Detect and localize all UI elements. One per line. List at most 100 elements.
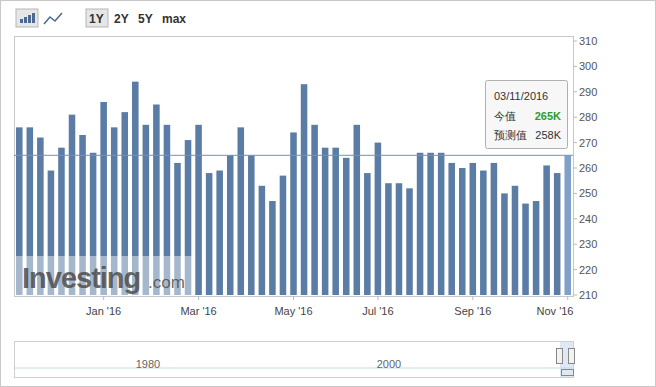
x-tick bbox=[293, 296, 294, 300]
x-tick bbox=[103, 296, 104, 300]
navigator-frame bbox=[15, 342, 574, 378]
y-tick bbox=[573, 117, 577, 118]
y-tick bbox=[573, 269, 577, 270]
tooltip-value: 265K bbox=[535, 110, 561, 122]
bar bbox=[438, 153, 445, 295]
outer-frame bbox=[1, 1, 656, 387]
bar-icon bbox=[24, 17, 27, 23]
x-tick bbox=[198, 296, 199, 300]
bar bbox=[322, 148, 329, 295]
bar bbox=[206, 173, 213, 295]
x-tick-label: Jan '16 bbox=[86, 305, 121, 317]
navigator-label: 2000 bbox=[377, 358, 401, 370]
bar bbox=[375, 143, 382, 295]
bar bbox=[512, 186, 519, 295]
y-tick-label: 290 bbox=[579, 86, 597, 98]
bar bbox=[354, 125, 361, 295]
bar bbox=[543, 165, 550, 295]
bar bbox=[480, 171, 487, 295]
y-tick-label: 280 bbox=[579, 111, 597, 123]
bar bbox=[332, 148, 339, 295]
y-tick bbox=[573, 142, 577, 143]
bar bbox=[417, 153, 424, 295]
bar bbox=[237, 127, 244, 295]
y-tick-label: 270 bbox=[579, 137, 597, 149]
bar bbox=[396, 183, 403, 295]
watermark: Investing bbox=[22, 262, 140, 294]
y-tick bbox=[573, 295, 577, 296]
crosshair bbox=[14, 155, 573, 156]
navigator-scroll[interactable] bbox=[562, 370, 574, 376]
watermark-suffix: .com bbox=[148, 273, 185, 292]
bar bbox=[248, 155, 255, 295]
plot-frame bbox=[15, 37, 574, 297]
y-tick bbox=[573, 66, 577, 67]
x-tick-label: Nov '16 bbox=[537, 305, 574, 317]
y-tick bbox=[573, 168, 577, 169]
y-tick bbox=[573, 91, 577, 92]
bar bbox=[311, 125, 318, 295]
range-selected-box bbox=[86, 9, 108, 27]
tooltip-date: 03/11/2016 bbox=[494, 90, 548, 102]
range-button[interactable]: max bbox=[162, 12, 186, 26]
bar bbox=[459, 168, 466, 295]
tooltip-value: 258K bbox=[535, 129, 561, 141]
bar bbox=[290, 132, 297, 295]
y-tick-label: 300 bbox=[579, 60, 597, 72]
bar bbox=[533, 201, 540, 295]
y-tick bbox=[573, 218, 577, 219]
navigator-handle[interactable] bbox=[557, 349, 563, 364]
bar bbox=[427, 153, 434, 295]
y-tick-label: 260 bbox=[579, 162, 597, 174]
bar bbox=[522, 204, 529, 295]
y-tick bbox=[573, 244, 577, 245]
x-tick bbox=[472, 296, 473, 300]
range-button[interactable]: 1Y bbox=[89, 12, 104, 26]
navigator-label: 1980 bbox=[136, 358, 160, 370]
chart: 1Y2Y5Ymax1Y21022023024025026027028029030… bbox=[0, 0, 656, 387]
x-tick-label: May '16 bbox=[274, 305, 312, 317]
bar-icon bbox=[32, 13, 35, 23]
bar bbox=[216, 171, 223, 295]
y-tick-label: 230 bbox=[579, 238, 597, 250]
bar bbox=[470, 163, 477, 295]
y-tick-label: 310 bbox=[579, 35, 597, 47]
x-tick bbox=[377, 296, 378, 300]
x-tick-label: Jul '16 bbox=[362, 305, 393, 317]
bar bbox=[269, 201, 276, 295]
y-tick-label: 250 bbox=[579, 187, 597, 199]
bar bbox=[364, 173, 371, 295]
bar bbox=[385, 183, 392, 295]
watermark-bg bbox=[15, 256, 193, 295]
x-tick-label: Sep '16 bbox=[454, 305, 491, 317]
navigator-handle[interactable] bbox=[569, 349, 575, 364]
bar-icon bbox=[20, 19, 23, 23]
bar bbox=[280, 176, 287, 295]
bar bbox=[554, 173, 561, 295]
y-tick-label: 210 bbox=[579, 289, 597, 301]
bar bbox=[406, 188, 413, 295]
bar bbox=[259, 186, 266, 295]
bar bbox=[491, 163, 498, 295]
bar-icon-button[interactable] bbox=[16, 9, 38, 27]
y-tick-label: 220 bbox=[579, 264, 597, 276]
range-button[interactable]: 2Y bbox=[114, 12, 129, 26]
bar-icon bbox=[28, 15, 31, 23]
y-tick-label: 240 bbox=[579, 213, 597, 225]
tooltip-label: 今值 bbox=[494, 110, 516, 122]
bar bbox=[501, 193, 508, 295]
bar bbox=[195, 125, 202, 295]
navigator-baseline bbox=[15, 368, 572, 369]
tooltip-box bbox=[486, 81, 568, 149]
y-tick bbox=[573, 41, 577, 42]
tooltip-label: 预测值 bbox=[494, 129, 527, 141]
bar bbox=[343, 158, 350, 295]
range-button[interactable]: 5Y bbox=[138, 12, 153, 26]
line-icon-button[interactable] bbox=[44, 13, 62, 24]
bar bbox=[448, 163, 455, 295]
x-tick bbox=[567, 296, 568, 300]
bar bbox=[564, 155, 571, 295]
bar bbox=[227, 155, 234, 295]
x-tick-label: Mar '16 bbox=[180, 305, 216, 317]
bar bbox=[301, 84, 308, 295]
